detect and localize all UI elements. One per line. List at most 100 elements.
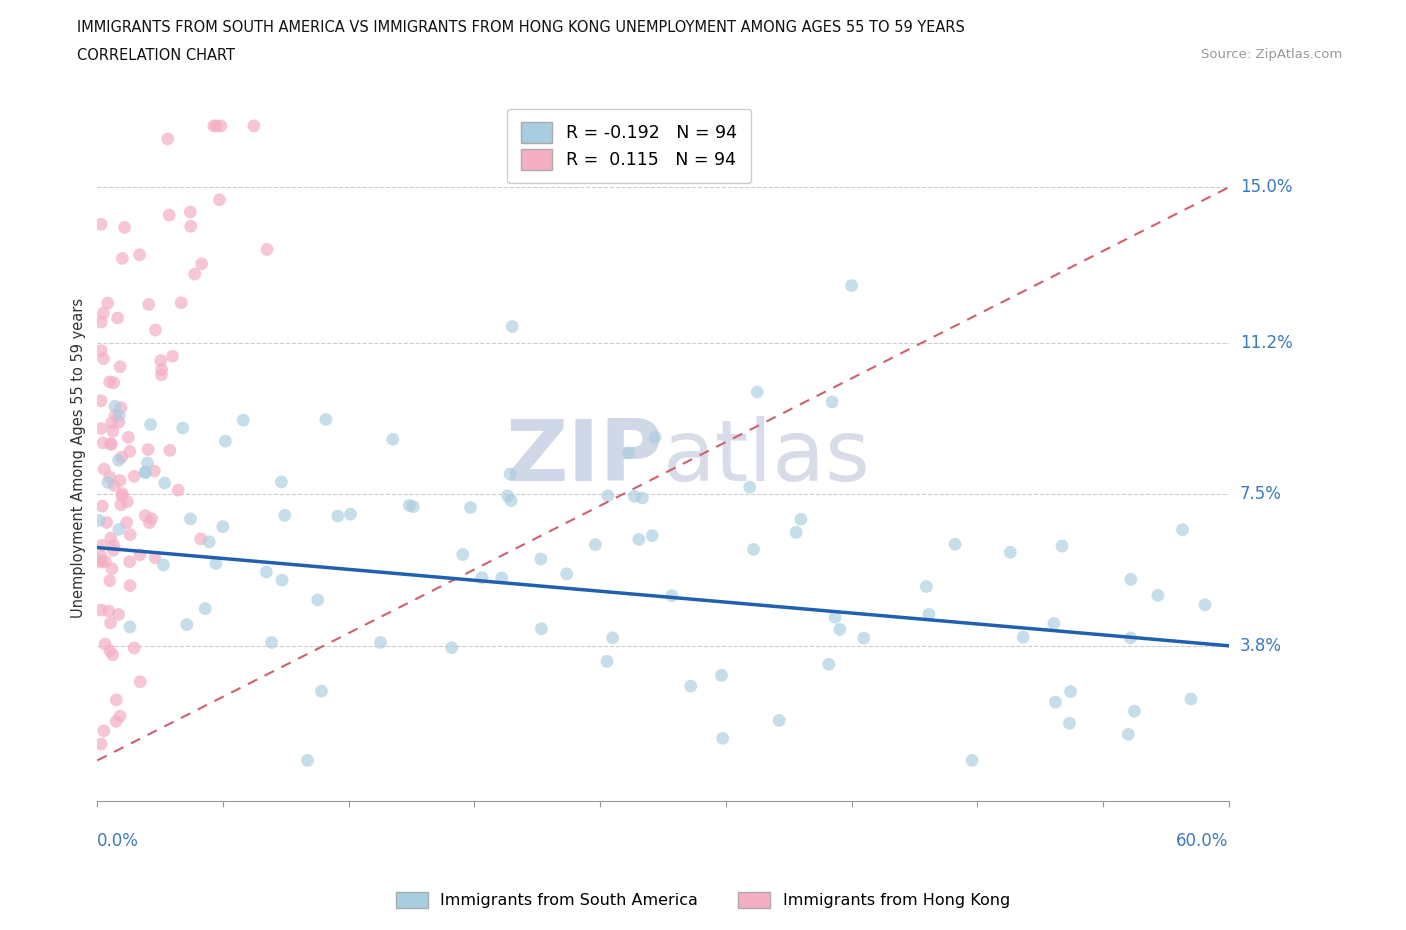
Point: [194, 601, 217, 616]
Point: [315, 412, 337, 427]
Point: [209, 118, 232, 133]
Point: [145, 323, 167, 338]
Point: [120, 578, 142, 593]
Point: [122, 469, 145, 484]
Point: [143, 464, 166, 479]
Point: [274, 508, 297, 523]
Point: [159, 443, 181, 458]
Point: [152, 557, 174, 572]
Point: [555, 566, 578, 581]
Point: [90, 343, 112, 358]
Point: [90, 314, 112, 329]
Point: [105, 692, 128, 707]
Point: [114, 220, 136, 235]
Legend: Immigrants from South America, Immigrants from Hong Kong: Immigrants from South America, Immigrant…: [389, 885, 1017, 914]
Point: [97, 296, 120, 311]
Point: [128, 247, 150, 262]
Point: [110, 498, 132, 512]
Point: [107, 607, 129, 622]
Point: [790, 512, 813, 526]
Point: [107, 311, 129, 325]
Point: [711, 731, 734, 746]
Point: [1123, 704, 1146, 719]
Point: [90, 737, 112, 751]
Point: [150, 362, 173, 377]
Point: [91, 538, 114, 552]
Point: [768, 713, 790, 728]
Point: [661, 589, 683, 604]
Text: atlas: atlas: [664, 416, 872, 499]
Point: [108, 415, 131, 430]
Point: [157, 207, 180, 222]
Point: [129, 674, 152, 689]
Point: [679, 679, 702, 694]
Point: [402, 499, 425, 514]
Point: [583, 538, 606, 552]
Point: [260, 635, 283, 650]
Point: [98, 470, 121, 485]
Point: [208, 193, 231, 207]
Text: ZIP: ZIP: [505, 416, 664, 499]
Point: [915, 579, 938, 594]
Point: [496, 488, 519, 503]
Point: [202, 118, 225, 133]
Point: [602, 631, 624, 645]
Point: [108, 408, 131, 423]
Point: [101, 424, 124, 439]
Point: [93, 461, 115, 476]
Point: [451, 547, 474, 562]
Point: [136, 456, 159, 471]
Point: [817, 657, 839, 671]
Point: [111, 488, 134, 503]
Point: [232, 413, 254, 428]
Point: [90, 393, 112, 408]
Point: [214, 433, 236, 448]
Point: [1194, 597, 1216, 612]
Point: [90, 553, 112, 568]
Point: [307, 592, 329, 607]
Point: [339, 507, 361, 522]
Point: [162, 349, 184, 364]
Point: [785, 525, 807, 539]
Point: [143, 551, 166, 565]
Point: [108, 522, 131, 537]
Point: [499, 467, 522, 482]
Point: [98, 573, 121, 588]
Point: [100, 437, 122, 452]
Point: [100, 436, 122, 451]
Point: [180, 219, 202, 233]
Point: [1171, 523, 1194, 538]
Point: [254, 565, 277, 579]
Point: [153, 475, 176, 490]
Point: [134, 465, 156, 480]
Point: [710, 668, 733, 683]
Point: [596, 654, 619, 669]
Point: [111, 450, 134, 465]
Point: [150, 367, 173, 382]
Point: [1118, 727, 1140, 742]
Point: [93, 724, 115, 738]
Legend: R = -0.192   N = 94, R =  0.115   N = 94: R = -0.192 N = 94, R = 0.115 N = 94: [508, 109, 751, 183]
Point: [641, 528, 664, 543]
Point: [460, 500, 482, 515]
Point: [1000, 545, 1022, 560]
Text: IMMIGRANTS FROM SOUTH AMERICA VS IMMIGRANTS FROM HONG KONG UNEMPLOYMENT AMONG AG: IMMIGRANTS FROM SOUTH AMERICA VS IMMIGRA…: [77, 20, 965, 35]
Point: [623, 489, 645, 504]
Point: [381, 432, 404, 446]
Point: [117, 494, 139, 509]
Point: [111, 251, 134, 266]
Point: [108, 473, 131, 488]
Point: [118, 554, 141, 569]
Point: [129, 548, 152, 563]
Point: [270, 474, 292, 489]
Point: [115, 515, 138, 530]
Point: [101, 562, 124, 577]
Point: [1147, 588, 1170, 603]
Point: [167, 483, 190, 498]
Point: [91, 435, 114, 450]
Text: 11.2%: 11.2%: [1240, 334, 1292, 352]
Point: [93, 306, 115, 321]
Point: [617, 445, 640, 460]
Point: [644, 430, 666, 445]
Point: [190, 531, 212, 546]
